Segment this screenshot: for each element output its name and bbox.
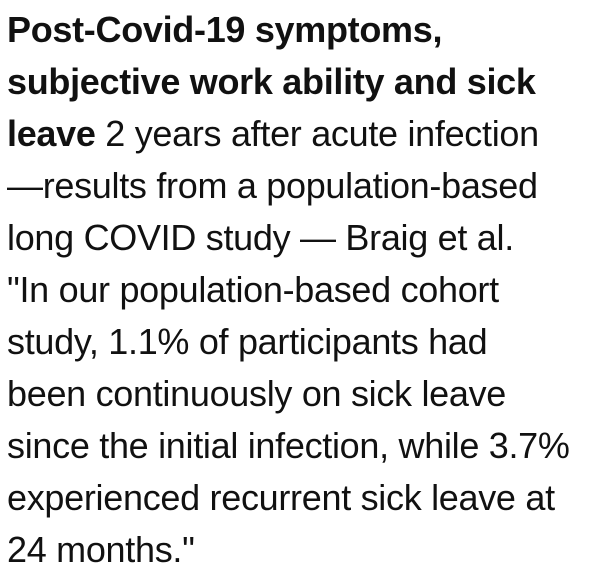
text-line: subjective work ability and sick	[7, 56, 605, 108]
quote-segment: experienced recurrent sick leave at	[7, 477, 555, 518]
text-line: been continuously on sick leave	[7, 368, 605, 420]
text-line: study, 1.1% of participants had	[7, 316, 605, 368]
title-bold-segment: Post-Covid-19 symptoms,	[7, 9, 443, 50]
title-bold-segment: subjective work ability and sick	[7, 61, 536, 102]
text-line: 24 months."	[7, 524, 605, 576]
text-line quote-line: "In our population-based cohort	[7, 264, 605, 316]
quote-segment: since the initial infection, while 3.7%	[7, 425, 570, 466]
text-line: experienced recurrent sick leave at	[7, 472, 605, 524]
text-line: since the initial infection, while 3.7%	[7, 420, 605, 472]
text-line: Post-Covid-19 symptoms,	[7, 4, 605, 56]
regular-segment: —results from a population-based	[7, 165, 538, 206]
regular-segment: long COVID study — Braig et al.	[7, 217, 514, 258]
quote-segment: study, 1.1% of participants had	[7, 321, 488, 362]
quote-segment: been continuously on sick leave	[7, 373, 507, 414]
text-line: leave 2 years after acute infection	[7, 108, 605, 160]
text-line: —results from a population-based	[7, 160, 605, 212]
text-line: long COVID study — Braig et al.	[7, 212, 605, 264]
quote-segment: "In our population-based cohort	[7, 269, 499, 310]
quote-segment: 24 months."	[7, 529, 195, 570]
regular-segment: 2 years after acute infection	[95, 113, 539, 154]
title-bold-segment: leave	[7, 113, 96, 154]
